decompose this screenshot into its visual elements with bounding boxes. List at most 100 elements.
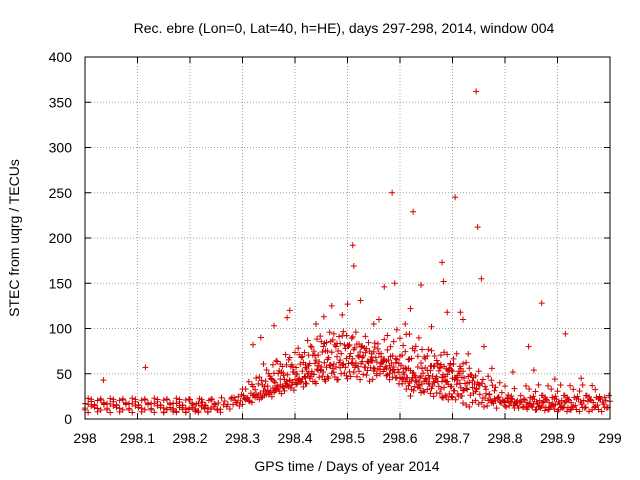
data-point — [337, 364, 344, 371]
data-point — [202, 402, 209, 409]
data-point — [301, 349, 308, 356]
data-point — [349, 242, 356, 249]
data-point — [419, 346, 426, 353]
chart-title: Rec. ebre (Lon=0, Lat=40, h=HE), days 29… — [134, 20, 555, 36]
data-point — [426, 375, 433, 382]
data-point — [442, 392, 449, 399]
data-point — [289, 363, 296, 370]
data-point — [476, 382, 483, 389]
data-point — [296, 375, 303, 382]
data-point — [325, 375, 332, 382]
data-point — [554, 388, 561, 395]
data-point — [357, 297, 364, 304]
data-point — [586, 408, 592, 415]
y-tick-label: 400 — [49, 49, 73, 65]
data-point — [491, 387, 498, 394]
data-point — [284, 371, 291, 378]
data-point — [595, 396, 602, 403]
data-point — [357, 376, 364, 383]
y-axis-label: STEC from uqrg / TECUs — [6, 159, 22, 317]
data-point — [429, 383, 436, 390]
data-point — [285, 383, 292, 390]
data-point — [311, 352, 318, 359]
data-point — [276, 388, 283, 395]
data-point — [310, 348, 317, 355]
data-point — [215, 400, 222, 407]
data-point — [126, 400, 133, 407]
y-tick-label: 300 — [49, 140, 73, 156]
data-point — [403, 366, 410, 373]
data-point — [260, 361, 267, 368]
data-point — [349, 355, 356, 362]
data-point — [427, 390, 434, 397]
data-point — [308, 370, 315, 377]
data-point — [94, 405, 101, 412]
data-point — [323, 364, 330, 371]
data-point — [457, 365, 464, 372]
grid-lines — [85, 57, 610, 419]
data-point — [330, 361, 337, 368]
x-tick-label: 298.9 — [540, 430, 575, 446]
data-point — [494, 395, 501, 402]
data-point — [421, 389, 428, 396]
data-point — [437, 352, 444, 359]
data-point — [382, 363, 389, 370]
data-point — [471, 381, 478, 388]
data-point — [430, 393, 437, 400]
data-point — [422, 364, 429, 371]
data-point — [307, 373, 314, 380]
axis-ticks — [84, 56, 611, 420]
data-point — [286, 376, 293, 383]
data-point — [316, 358, 323, 365]
data-point — [151, 395, 158, 402]
data-point — [493, 405, 500, 412]
data-point — [113, 402, 120, 409]
data-point — [592, 386, 599, 393]
data-point — [406, 331, 413, 338]
data-point — [167, 404, 174, 411]
data-point — [327, 361, 334, 368]
data-point — [339, 311, 346, 318]
data-point — [138, 405, 145, 412]
data-point — [568, 399, 575, 406]
data-point — [316, 374, 323, 381]
data-point — [426, 381, 433, 388]
data-point — [594, 402, 601, 409]
data-point — [413, 378, 420, 385]
data-point — [85, 401, 92, 408]
data-points — [82, 88, 613, 416]
data-point — [135, 402, 142, 409]
data-point — [519, 404, 526, 411]
data-point — [475, 401, 482, 408]
data-point — [193, 400, 200, 407]
data-point — [195, 407, 202, 414]
data-point — [353, 373, 360, 380]
data-point — [523, 383, 529, 390]
data-point — [420, 388, 427, 395]
data-point — [138, 397, 145, 404]
data-point — [464, 386, 471, 393]
data-point — [154, 398, 161, 405]
data-point — [400, 365, 407, 372]
data-point — [232, 397, 239, 404]
data-point — [390, 364, 397, 371]
data-point — [302, 361, 309, 368]
data-point — [439, 259, 445, 266]
data-point — [132, 398, 139, 405]
data-point — [304, 370, 311, 377]
data-point — [460, 360, 466, 367]
data-point — [286, 307, 293, 314]
data-point — [163, 396, 170, 403]
data-point — [253, 375, 260, 382]
data-point — [220, 401, 227, 408]
data-point — [454, 390, 461, 397]
data-point — [116, 397, 123, 404]
data-point — [601, 394, 608, 401]
data-point — [122, 401, 129, 408]
data-point — [557, 381, 564, 388]
data-point — [405, 382, 412, 389]
data-point — [337, 340, 344, 347]
data-point — [247, 390, 254, 397]
data-point — [198, 403, 205, 410]
data-point — [250, 341, 256, 348]
